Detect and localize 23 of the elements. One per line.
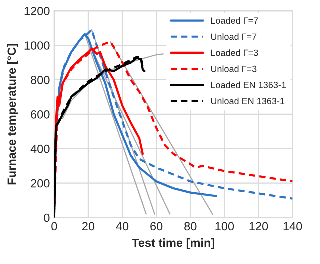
x-tick-label: 120 (250, 222, 268, 231)
x-tick-label: 80 (184, 222, 197, 231)
y-axis-title: Furnace temperature [°C] (7, 44, 18, 185)
x-axis-title: Test time [min] (132, 238, 214, 250)
legend-label: Loaded EN 1363-1 (211, 82, 286, 88)
legend-label: Unload Γ=7 (211, 33, 257, 40)
y-tick-label: 200 (31, 179, 50, 188)
legend-label: Loaded Γ=7 (211, 17, 258, 24)
legend-label: Loaded Γ=3 (211, 50, 258, 56)
x-tick-label: 40 (116, 222, 129, 231)
x-tick-label: 60 (150, 222, 163, 231)
legend-label: Unload EN 1363-1 (211, 98, 285, 104)
legend-label: Unload Γ=3 (211, 66, 257, 72)
y-tick-label: 600 (31, 110, 50, 119)
x-tick-label: 140 (284, 222, 302, 231)
y-tick-label: 1000 (24, 42, 50, 50)
y-tick-label: 1200 (24, 7, 50, 16)
y-tick-label: 800 (31, 76, 50, 84)
x-tick-label: 100 (216, 222, 234, 231)
x-tick-label: 0 (52, 222, 58, 231)
x-tick-label: 20 (82, 222, 95, 231)
y-tick-label: 400 (30, 144, 50, 154)
y-tick-label: 0 (44, 214, 50, 222)
